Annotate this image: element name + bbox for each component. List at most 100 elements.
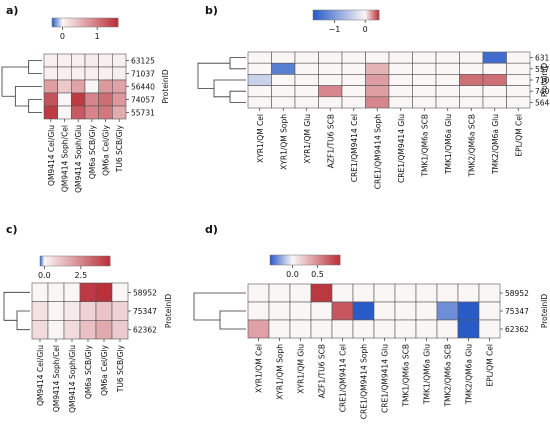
colorbar-segment — [359, 10, 362, 20]
colorbar-segment — [93, 18, 96, 27]
colorbar-segment — [75, 256, 78, 266]
row-label: 63125 — [131, 57, 155, 66]
col-label: EPL/QM Cel — [514, 114, 523, 157]
colorbar-frame — [312, 9, 380, 21]
heatmap-cell — [310, 301, 333, 321]
heatmap-cell — [271, 51, 296, 64]
colorbar-segment — [352, 10, 355, 20]
heatmap-cell — [318, 62, 343, 75]
col-label: CRE1/QM9414 Glu — [381, 344, 390, 413]
heatmap-cell — [331, 301, 354, 321]
col-label: TMK1/QM6a Glu — [423, 344, 432, 405]
heatmap-panel-a: a) 63125 71037 56440 74057 55731 ProteinID QM94… — [1, 4, 170, 193]
colorbar-segment — [104, 18, 107, 27]
colorbar-segment — [324, 10, 327, 20]
colorbar-tick-label: 2.5 — [74, 271, 87, 280]
colorbar-segment — [339, 10, 342, 20]
heatmap-cell — [95, 301, 113, 321]
heatmap-cell — [43, 92, 58, 107]
colorbar-segment — [85, 18, 88, 27]
colorbar-segment — [59, 256, 62, 266]
heatmap-cell — [71, 105, 86, 120]
colorbar-segment — [377, 10, 380, 20]
col-label: QM9414 Soph/Glu — [68, 345, 77, 413]
colorbar-segment — [320, 255, 323, 265]
colorbar-segment — [113, 18, 116, 27]
heatmap-cell — [79, 282, 97, 302]
heatmap-cell — [412, 74, 437, 86]
heatmap-cell — [95, 282, 113, 302]
heatmap-cell — [394, 301, 417, 321]
heatmap-cell — [457, 283, 480, 303]
col-label: XYR1/QM Glu — [303, 114, 312, 164]
colorbar-segment — [324, 255, 327, 265]
heatmap-cell — [388, 51, 413, 64]
heatmap-panel-b: b) 63125 55731 71037 74057 56440ProteinID XYR1… — [197, 4, 550, 189]
heatmap-cell — [435, 85, 460, 98]
colorbar-segment — [45, 256, 48, 266]
colorbar-segment — [61, 256, 64, 266]
heatmap-cell — [457, 319, 480, 339]
panel-label: d) — [205, 223, 218, 236]
dendrogram-branch — [219, 310, 246, 330]
heatmap-cell — [98, 92, 113, 107]
heatmap-cell — [459, 85, 484, 98]
colorbar-segment — [329, 10, 332, 20]
heatmap-cell — [436, 319, 459, 339]
heatmap-cell — [318, 85, 343, 98]
heatmap-cell — [373, 283, 396, 303]
col-label: TMK2/QM6a SCB — [444, 344, 453, 408]
row-label: 55731 — [535, 65, 550, 74]
colorbar-segment — [313, 10, 316, 20]
colorbar-segment — [287, 255, 290, 265]
colorbar-frame — [39, 255, 111, 267]
heatmap-cell — [71, 53, 86, 68]
colorbar-segment — [354, 10, 357, 20]
colorbar-segment — [278, 255, 281, 265]
heatmap-cell — [352, 283, 375, 303]
heatmap-cell — [43, 66, 58, 81]
colorbar-segment — [41, 256, 44, 266]
col-label: TMK2/QM6a SCB — [467, 114, 476, 178]
heatmap-cell — [84, 66, 99, 81]
col-label: QM9414 Cel/Glu — [47, 125, 56, 186]
heatmap-cell — [247, 85, 272, 98]
colorbar-segment — [284, 255, 287, 265]
colorbar-tick-label: 1 — [95, 32, 100, 41]
colorbar-segment — [313, 255, 316, 265]
heatmap-cell — [482, 74, 507, 86]
colorbar-segment — [327, 10, 330, 20]
heatmap-cell — [98, 66, 113, 81]
colorbar-segment — [337, 10, 340, 20]
col-label: TMK2/QM6a Glu — [465, 344, 474, 405]
colorbar-segment — [57, 256, 60, 266]
colorbar-segment — [344, 10, 347, 20]
heatmap-cell — [341, 51, 366, 64]
colorbar-segment — [321, 10, 324, 20]
col-label: CRE1/QM9414 Glu — [397, 114, 406, 183]
heatmap-cell — [57, 105, 72, 120]
panel-label: c) — [6, 223, 18, 236]
colorbar-frame — [51, 17, 119, 28]
colorbar-segment — [80, 256, 83, 266]
col-label: TU6 SCB/Gly — [116, 344, 125, 393]
colorbar-segment — [101, 18, 104, 27]
heatmap-cell — [111, 301, 129, 321]
heatmap-cell — [415, 319, 438, 339]
colorbar-segment — [108, 256, 111, 266]
heatmap-cell — [294, 62, 319, 75]
heatmap-cell — [47, 282, 65, 302]
colorbar-segment — [101, 256, 104, 266]
heatmap-cell — [271, 85, 296, 98]
colorbar-segment — [85, 256, 88, 266]
heatmap-cell — [388, 96, 413, 109]
heatmap-cell — [84, 53, 99, 68]
col-label: CRE1/QM9414 Cel — [350, 114, 359, 182]
row-label: 74057 — [535, 87, 550, 96]
heatmap-cell — [57, 92, 72, 107]
colorbar-segment — [87, 256, 90, 266]
colorbar-segment — [316, 10, 319, 20]
colorbar-segment — [271, 255, 274, 265]
colorbar-segment — [306, 255, 309, 265]
col-label: QM9414 Cel/Glu — [36, 345, 45, 406]
